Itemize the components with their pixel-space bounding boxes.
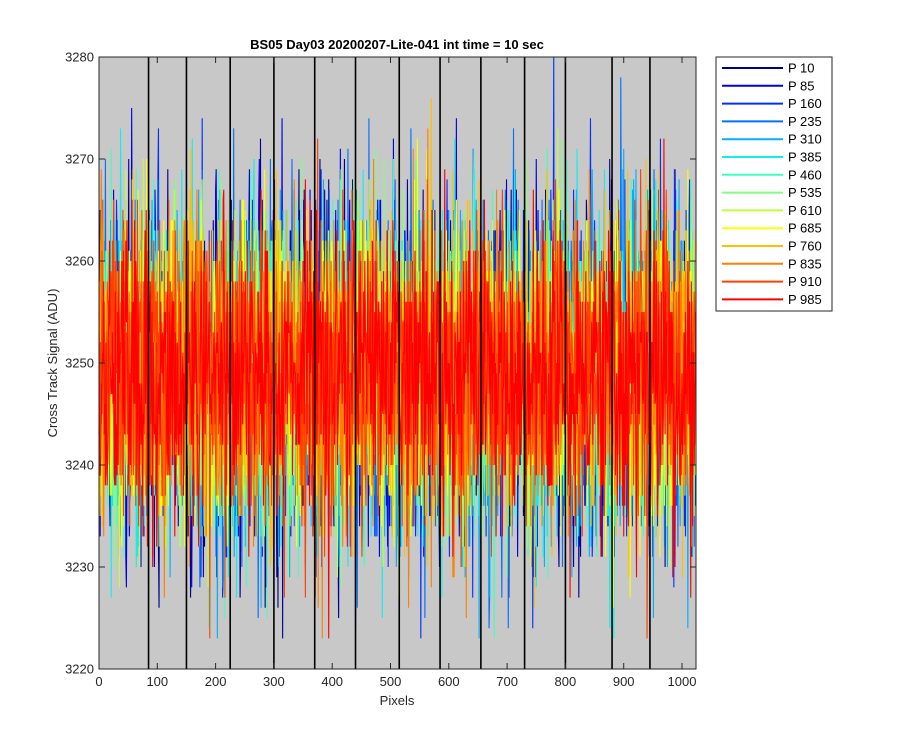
x-tick-label: 500	[380, 674, 402, 689]
legend-label: P 235	[788, 114, 822, 129]
legend-label: P 760	[788, 239, 822, 254]
x-tick-label: 100	[146, 674, 168, 689]
legend-label: P 160	[788, 96, 822, 111]
x-tick-label: 700	[496, 674, 518, 689]
legend-label: P 985	[788, 292, 822, 307]
legend-label: P 910	[788, 274, 822, 289]
legend-label: P 535	[788, 185, 822, 200]
legend-label: P 460	[788, 167, 822, 182]
x-tick-label: 400	[321, 674, 343, 689]
legend-label: P 310	[788, 132, 822, 147]
x-tick-label: 0	[95, 674, 102, 689]
y-tick-label: 3280	[65, 50, 94, 65]
vertical-marker-group	[147, 57, 651, 669]
y-tick-label: 3240	[65, 458, 94, 473]
y-tick-label: 3250	[65, 356, 94, 371]
y-tick-label: 3220	[65, 662, 94, 677]
series-group	[98, 56, 696, 639]
legend-label: P 685	[788, 221, 822, 236]
x-tick-label: 300	[263, 674, 285, 689]
x-tick-label: 900	[613, 674, 635, 689]
y-tick-label: 3230	[65, 560, 94, 575]
series-line-p-910	[98, 138, 696, 639]
y-tick-label: 3260	[65, 254, 94, 269]
x-tick-group: 0 100 200 300 400 500 600 700 800 900 1000	[95, 57, 696, 689]
legend-items: P 10 P 85 P 160 P 235 P 310 P 385 P 460 P 535 P …	[722, 61, 822, 307]
y-tick-group: 3220 3230 3240 3250 3260 3270 3280	[65, 50, 696, 677]
legend-label: P 610	[788, 203, 822, 218]
x-tick-label: 800	[555, 674, 577, 689]
legend-label: P 10	[788, 61, 815, 76]
series-line-p-985	[98, 138, 696, 639]
y-tick-label: 3270	[65, 152, 94, 167]
legend-label: P 385	[788, 150, 822, 165]
legend: P 10 P 85 P 160 P 235 P 310 P 385 P 460 P 535 P …	[715, 56, 833, 312]
legend-label: P 85	[788, 78, 815, 93]
x-axis-label: Pixels	[380, 693, 415, 708]
x-tick-label: 200	[205, 674, 227, 689]
y-axis-label: Cross Track Signal (ADU)	[45, 289, 60, 438]
chart-title: BS05 Day03 20200207-Lite-041 int time = …	[250, 37, 544, 52]
legend-label: P 835	[788, 256, 822, 271]
x-tick-label: 600	[438, 674, 460, 689]
x-tick-label: 1000	[668, 674, 697, 689]
legend-box	[715, 56, 833, 312]
